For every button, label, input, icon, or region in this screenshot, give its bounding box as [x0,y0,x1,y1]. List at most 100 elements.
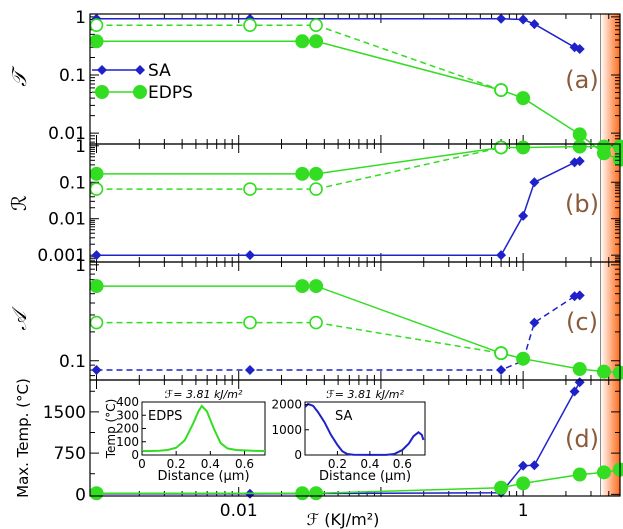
inset-x-tick-label: 0.6 [393,457,412,471]
inset-y-tick-label: 200 [116,422,139,436]
marker-circle [309,486,324,501]
marker-circle [596,139,611,154]
series-line-sa [96,17,580,50]
marker-circle [295,486,310,501]
y-tick-label: 0.1 [59,173,86,193]
marker-circle [516,140,531,155]
marker-open-circle [243,182,257,196]
marker-diamond [574,377,585,388]
marker-open-circle [309,182,323,196]
marker-circle [309,34,324,49]
inset-series-label: EDPS [148,409,182,424]
marker-circle [89,166,104,181]
series-line-edps [96,146,502,190]
series-line-edps [96,145,620,175]
marker-circle [309,279,324,294]
inset-y-label: Temp (°C) [104,399,118,460]
x-axis-label: ℱ (KJ/m²) [307,510,380,529]
marker-diamond [529,317,540,328]
x-tick-label: 0.01 [220,501,258,521]
marker-circle [572,127,587,142]
panel-label: (c) [566,308,598,336]
marker-open-circle [89,182,104,196]
marker-open-circle [89,18,104,32]
y-axis-label: Max. Temp. (°C) [14,378,32,498]
legend-label-edps: EDPS [148,83,193,103]
marker-diamond [97,65,107,75]
inset-x-label: Distance (μm) [157,469,249,484]
marker-diamond [518,14,529,25]
series-line-sa [96,294,580,371]
panel-label: (b) [565,190,599,218]
marker-diamond [496,250,507,261]
marker-diamond [529,177,540,188]
marker-open-circle [243,315,257,330]
panel-label: (a) [565,66,598,94]
marker-open-circle [494,83,508,97]
panel-b: 1 0.1 0.01 0.001 ℛ (b) [7,137,623,266]
marker-diamond [574,43,585,54]
marker-circle [89,34,104,49]
y-tick-label: 0.1 [59,66,86,86]
y-axis-label: 𝒯 [7,65,31,87]
marker-open-circle [309,18,323,32]
y-tick-label: 0.01 [48,210,86,230]
y-tick-label: 1 [75,8,86,28]
marker-open-circle [309,315,323,330]
marker-open-circle [494,140,508,155]
marker-circle [295,279,310,294]
y-tick-label: 1 [75,137,86,157]
marker-diamond [496,13,507,24]
inset-y-tick-label: 300 [116,408,139,422]
y-tick-label: 0.1 [59,352,86,372]
marker-open-circle [494,346,508,360]
marker-circle [89,279,104,294]
marker-circle [133,85,147,99]
inset-x-tick-label: 0.6 [235,457,254,471]
marker-circle [295,34,310,49]
panel-frame [89,143,621,263]
inset-x-label: Distance (μm) [319,469,411,484]
marker-circle [596,465,611,480]
inset-x-tick-label: 0.2 [167,457,186,471]
x-tick-label: 1 [518,501,529,521]
inset-x-tick-label: 0 [138,457,146,471]
y-tick-label: 0 [75,485,86,505]
inset-x-tick-label: 0.2 [328,457,347,471]
marker-diamond [518,460,529,471]
inset-curve [304,402,425,456]
marker-circle [516,351,531,366]
series-line-sa [96,160,580,256]
inset-y-tick-label: 0 [294,448,302,462]
inset-frame [141,401,266,456]
inset-frame [304,401,426,456]
y-tick-label: 0.01 [48,124,86,144]
inset-series-label: SA [335,409,352,424]
marker-circle [596,364,611,379]
marker-diamond [244,250,255,261]
legend-label-sa: SA [148,61,171,81]
inset-y-tick-label: 2000 [271,398,302,412]
inset-x-tick-label: 0.4 [360,457,379,471]
marker-diamond [135,65,145,75]
inset-title: ℱ= 3.81 kJ/m² [165,388,243,401]
inset-y-tick-label: 100 [116,435,139,449]
marker-diamond [574,156,585,167]
inset-y-tick-label: 1000 [271,423,302,437]
marker-circle [572,139,587,154]
panel-frame [89,379,621,497]
marker-diamond [518,210,529,221]
marker-diamond [574,290,585,301]
marker-diamond [91,250,102,261]
marker-circle [572,362,587,377]
panel-label: (d) [565,425,599,453]
marker-diamond [529,460,540,471]
series-line-edps [96,321,502,354]
marker-circle [295,166,310,181]
y-axis-label: 𝒜 [7,305,31,330]
y-axis-label: ℛ [7,195,31,211]
